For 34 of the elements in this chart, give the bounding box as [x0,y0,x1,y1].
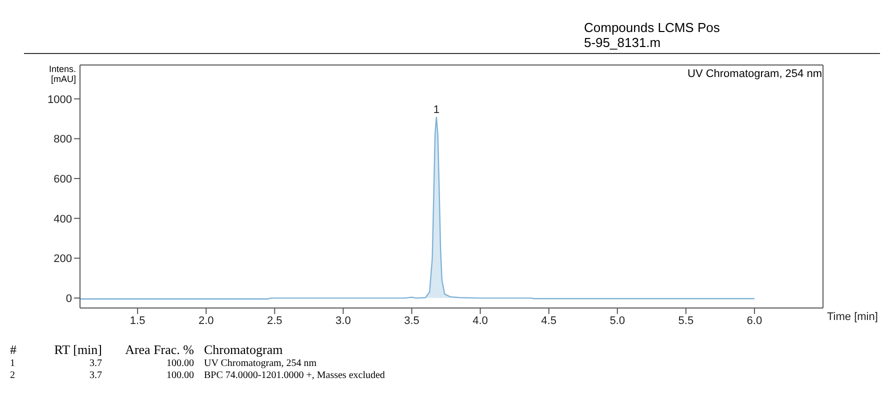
text: 1 [10,358,16,370]
x-tick-label: 5.0 [610,314,626,327]
x-tick-label: 4.5 [541,314,556,327]
text: 100.00 [166,370,194,382]
text: 3.7 [88,370,102,382]
text: Area Frac. % [124,342,194,358]
y-tick-label: 600 [54,173,72,186]
annotation: 1 [433,104,440,116]
x-axis-title: Time [min] [827,310,878,323]
chart-title: Compounds LCMS Pos [584,20,721,35]
text: RT [min] [53,342,102,358]
text: BPC 74.0000-1201.0000 +, Masses excluded [203,370,386,382]
x-tick-label: 5.5 [678,314,694,327]
chart-subtitle: 5-95_8131.m [584,35,662,50]
y-tick-label: 0 [66,292,72,305]
y-tick-label: 200 [54,253,72,266]
text: 100.00 [166,358,194,370]
x-tick-label: 6.0 [746,314,762,327]
text: 2 [10,370,16,382]
x-tick-label: 2.5 [267,314,282,327]
text: # [10,342,18,358]
y-tick-label: 400 [54,213,72,226]
text: UV Chromatogram, 254 nm [203,358,318,370]
x-tick-label: 3.5 [404,314,420,327]
x-tick-label: 3.0 [336,314,351,327]
x-tick-label: 1.5 [130,314,146,327]
text: 3.7 [88,358,102,370]
x-tick-label: 4.0 [472,314,488,327]
annotation: UV Chromatogram, 254 nm [688,68,822,80]
y-tick-label: 800 [54,134,72,146]
y-tick-label: 1000 [48,94,72,106]
text: Chromatogram [203,342,284,358]
x-tick-label: 2.0 [198,314,214,327]
y-axis-title: Intens. [mAU] [48,64,76,84]
